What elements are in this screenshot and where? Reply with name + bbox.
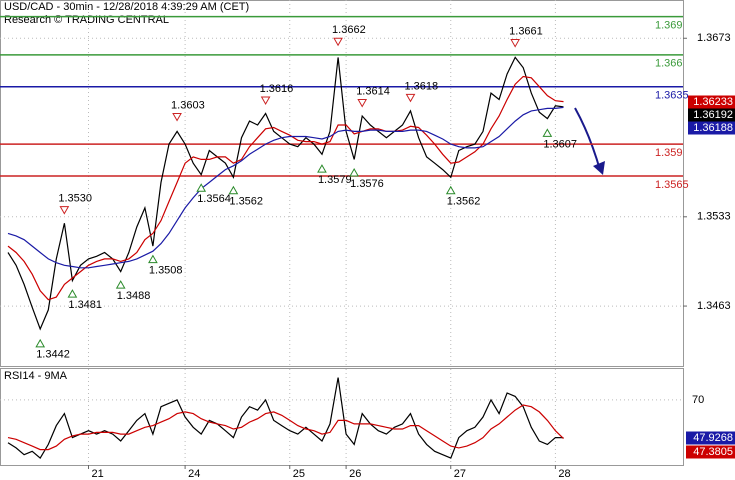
low-marker bbox=[349, 167, 360, 177]
low-marker bbox=[115, 280, 126, 289]
low-label: 1.3562 bbox=[447, 196, 481, 208]
high-label: 1.3530 bbox=[58, 193, 92, 205]
low-label: 1.3508 bbox=[149, 265, 183, 277]
last-value-box bbox=[688, 121, 735, 135]
low-label: 1.3488 bbox=[117, 290, 151, 302]
high-marker bbox=[333, 37, 343, 47]
high-label: 1.3603 bbox=[171, 99, 205, 111]
low-marker bbox=[542, 128, 553, 137]
rsi-last-box bbox=[686, 431, 735, 445]
last-value-label: 1.36233 bbox=[693, 96, 733, 108]
level-label: 1.369 bbox=[655, 19, 683, 31]
low-label: 1.3442 bbox=[36, 349, 70, 361]
low-marker bbox=[196, 183, 207, 192]
last-value-box bbox=[688, 108, 735, 122]
rsi-last-box bbox=[686, 445, 735, 459]
high-label: 1.3618 bbox=[405, 80, 439, 92]
low-marker bbox=[67, 289, 78, 298]
rsi-panel bbox=[0, 368, 684, 466]
rsi-last-label: 47.9268 bbox=[693, 432, 733, 444]
series-line bbox=[7, 404, 564, 451]
projection-arrow bbox=[574, 107, 601, 171]
last-value-box bbox=[688, 95, 735, 109]
low-label: 1.3607 bbox=[543, 138, 577, 150]
low-marker bbox=[445, 185, 456, 195]
low-label: 1.3579 bbox=[318, 174, 352, 186]
low-marker bbox=[35, 338, 46, 348]
high-label: 1.3662 bbox=[332, 24, 366, 36]
low-label: 1.3576 bbox=[350, 178, 384, 190]
low-marker bbox=[228, 185, 239, 195]
chart-subtitle: Research © TRADING CENTRAL bbox=[4, 14, 169, 26]
x-tick-label: 25 bbox=[293, 468, 305, 480]
low-marker bbox=[317, 164, 327, 173]
high-marker bbox=[357, 98, 368, 108]
level-label: 1.359 bbox=[655, 147, 683, 159]
projection-arrowhead bbox=[593, 161, 605, 175]
low-label: 1.3481 bbox=[68, 299, 102, 311]
high-label: 1.3614 bbox=[356, 85, 390, 97]
x-tick-label: 26 bbox=[349, 468, 361, 480]
high-marker bbox=[172, 113, 182, 122]
level-label: 1.3565 bbox=[655, 179, 689, 191]
level-label: 1.366 bbox=[655, 58, 683, 70]
series-line bbox=[7, 106, 564, 269]
low-label: 1.3562 bbox=[229, 196, 263, 208]
x-tick-label: 21 bbox=[92, 468, 104, 480]
high-marker bbox=[510, 39, 521, 48]
rsi-last-label: 47.3805 bbox=[693, 446, 733, 458]
high-marker bbox=[59, 206, 70, 215]
high-marker bbox=[405, 93, 416, 103]
high-marker bbox=[260, 96, 271, 105]
x-tick-label: 28 bbox=[558, 468, 570, 480]
high-label: 1.3661 bbox=[509, 25, 543, 37]
last-value-label: 1.36188 bbox=[693, 122, 733, 134]
level-label: 1.3635 bbox=[655, 90, 689, 102]
rsi-title: RSI14 - 9MA bbox=[4, 370, 68, 382]
x-tick-label: 24 bbox=[188, 468, 200, 480]
high-label: 1.3616 bbox=[260, 83, 294, 95]
y-tick-label: 1.3463 bbox=[697, 300, 731, 312]
low-label: 1.3564 bbox=[197, 193, 231, 205]
y-tick-label: 1.3533 bbox=[697, 211, 731, 223]
rsi-tick-label: 70 bbox=[692, 394, 704, 406]
series-line bbox=[7, 56, 564, 331]
chart-title: USD/CAD - 30min - 12/28/2018 4:39:29 AM … bbox=[4, 1, 249, 13]
price-panel bbox=[0, 0, 684, 367]
low-marker bbox=[148, 254, 158, 264]
series-line bbox=[7, 75, 564, 301]
x-tick-label: 27 bbox=[454, 468, 466, 480]
y-tick-label: 1.3673 bbox=[697, 32, 731, 44]
last-value-label: 1.36192 bbox=[693, 109, 733, 121]
